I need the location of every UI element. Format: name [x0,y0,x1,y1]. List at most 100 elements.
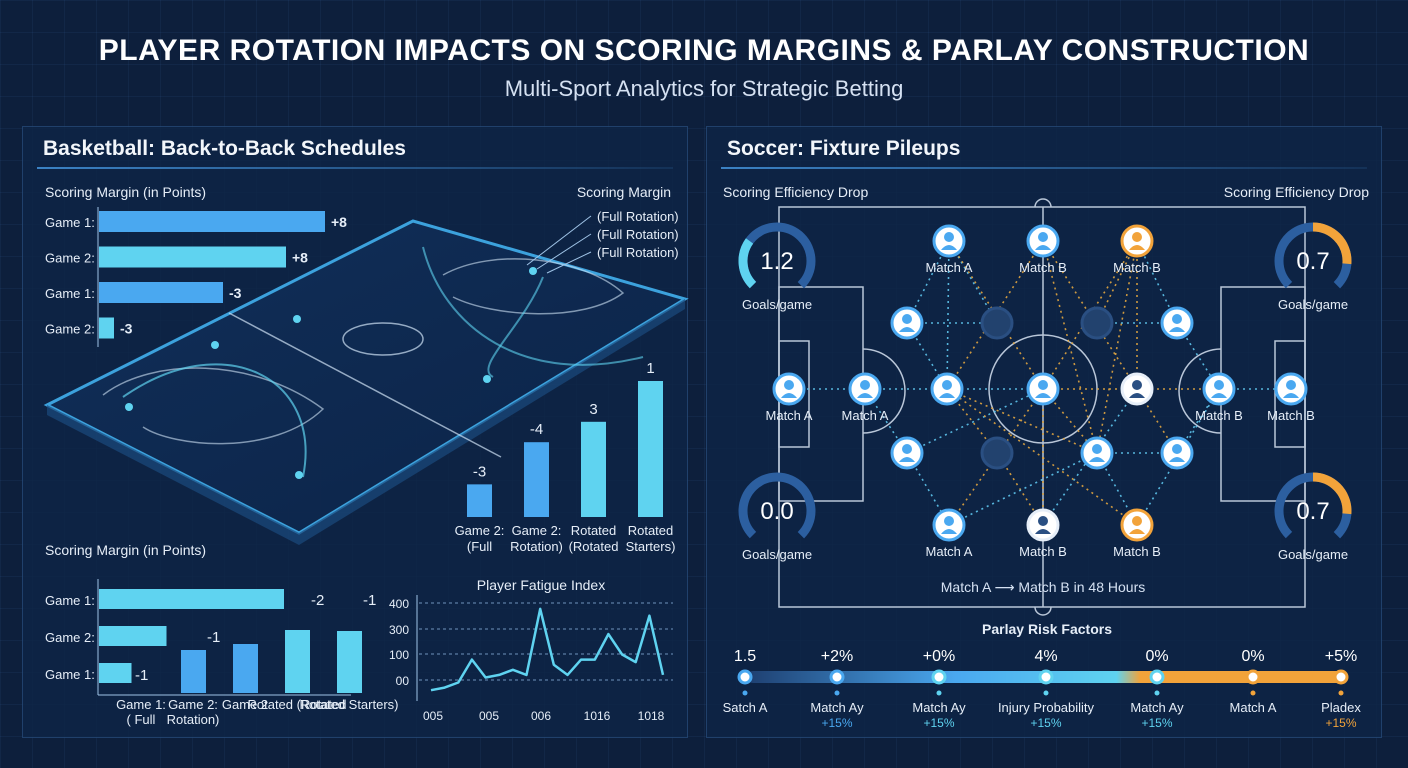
data-label: +8 [331,214,347,230]
page-title: PLAYER ROTATION IMPACTS ON SCORING MARGI… [98,34,1310,67]
category-label: Game 2 [222,697,268,712]
player-icon [1038,232,1048,242]
player-icon [941,529,957,534]
node-label: Match A [926,260,973,275]
player-icon [1169,327,1185,332]
bar [638,381,663,517]
data-label: -2 [311,592,324,609]
category-label: Game 1: [116,697,166,712]
risk-dot [936,690,942,696]
match-link [996,452,1044,526]
scoring-margin-combo-chart: Scoring Margin (in Points)Game 1:Game 2:… [45,542,399,727]
player-node [1080,436,1114,470]
gauge-fill [1274,222,1352,300]
risk-change-label: +15% [923,716,954,730]
category-label: Game 2: [168,697,218,712]
player-icon [944,232,954,242]
bar [467,484,492,517]
category-label: Game 2: [455,523,505,538]
efficiency-gauges: 1.2Goals/game0.7Goals/game0.0Goals/game0… [738,222,1352,562]
category-label: Rotated [628,523,674,538]
risk-marker [737,669,753,685]
court-callout-label: (Full Rotation) [597,209,679,224]
soccer-graphics: Scoring Efficiency Drop Scoring Efficien… [723,184,1370,730]
x-tick-label: 005 [423,709,443,723]
category-label: (Full [467,539,492,554]
y-tick-label: 00 [396,674,410,688]
player-node [1120,372,1154,406]
player-nodes: Match A Match B Match B Match A Match A Match… [766,224,1315,559]
data-label: 1 [646,360,654,377]
court-callouts: Scoring Margin (Full Rotation) (Full Rotat… [526,184,679,274]
court-callout-label: (Full Rotation) [597,245,679,260]
category-label: Game 2: [45,251,95,266]
risk-factor-label: Satch A [723,700,768,715]
x-tick-label: 1016 [584,709,611,723]
player-icon [1035,245,1051,250]
player-node [980,306,1014,340]
risk-value: +5% [1325,648,1357,665]
panel-divider [37,167,673,169]
court-heading: Scoring Margin [577,184,671,200]
node-label: Match B [1195,408,1243,423]
risk-factor-label: Match Ay [1130,700,1184,715]
risk-dot [1154,690,1160,696]
category-label: ( Full [127,712,156,727]
player-icon [1132,232,1142,242]
gauge-value: 0.0 [760,498,793,525]
player-node: Match B [1195,372,1243,423]
player-icon [1172,314,1182,324]
efficiency-label-right: Scoring Efficiency Drop [1224,184,1369,200]
fatigue-line-chart: Player Fatigue Index 400 300 100 00 005 005 006… [389,577,673,723]
node-label: Match B [1019,260,1067,275]
hbar [99,589,284,609]
risk-dot [1250,690,1256,696]
player-node: Match A [926,224,973,275]
bar [99,211,325,232]
chart-title: Scoring Margin (in Points) [45,542,206,558]
category-label: Game 1: [45,286,95,301]
player-avatar [980,306,1014,340]
x-tick-label: 1018 [638,709,665,723]
efficiency-gauge: 1.2 Goals/game [738,222,816,312]
player-node: Match B [1019,508,1067,559]
node-label: Match B [1113,544,1161,559]
bar [99,317,114,339]
gauge-unit: Goals/game [742,297,812,312]
basketball-panel-title: Basketball: Back-to-Back Schedules [43,137,406,160]
category-label: Rotated [571,523,617,538]
row-label: Game 1: [45,667,95,682]
soccer-panel-title: Soccer: Fixture Pileups [727,137,961,160]
gauge-value: 0.7 [1296,498,1329,525]
player-node [1160,436,1194,470]
data-label: -1 [135,667,148,684]
series-line [430,607,665,692]
chart-title: Parlay Risk Factors [982,621,1112,637]
soccer-panel: Soccer: Fixture Pileups Scoring Efficien… [706,126,1382,738]
gauge-unit: Goals/game [742,547,812,562]
row-label: Game 1: [45,593,95,608]
y-tick-label: 400 [389,597,409,611]
gauge-fill [738,222,816,300]
player-node [1080,306,1114,340]
callout-line [526,215,592,266]
data-label: -1 [207,629,220,646]
bar [233,644,258,693]
risk-dot [742,690,748,696]
risk-marker [829,669,845,685]
player-icon [1129,245,1145,250]
player-icon [1211,393,1227,398]
player-icon [941,245,957,250]
risk-factor-label: Match A [1230,700,1277,715]
efficiency-gauge: 0.7 Goals/game [1274,472,1352,562]
row-label: Game 2: [45,630,95,645]
risk-value: +0% [923,648,955,665]
category-label: Rotation) [167,712,220,727]
player-node: Match B [1113,508,1161,559]
data-label: -3 [473,463,486,480]
player-icon [1035,393,1051,398]
player-node [980,436,1014,470]
player-node [1026,372,1060,406]
player-icon [1286,380,1296,390]
risk-value: 0% [1241,648,1264,665]
